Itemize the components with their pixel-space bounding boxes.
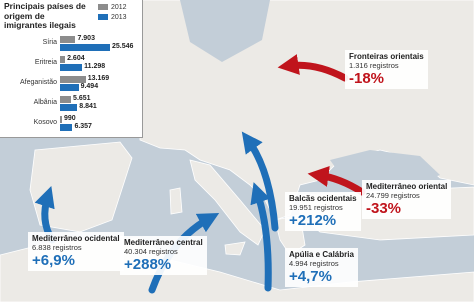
route-change: -33% (366, 200, 402, 217)
route-box: Fronteiras orientais 1.316 registros -18… (345, 50, 428, 89)
chart-title: Principais países de origem de imigrante… (4, 1, 86, 30)
bar (60, 116, 62, 123)
value-label: 990 (63, 115, 76, 122)
value-label: 13.169 (87, 75, 110, 82)
legend-entry: 2013 (98, 14, 127, 21)
legend-label: 2013 (111, 14, 127, 21)
value-label: 6.357 (74, 123, 92, 130)
route-box: Mediterrâneo oriental 24.799 registros -… (362, 180, 452, 219)
bar (60, 84, 79, 91)
value-label: 25.546 (112, 43, 134, 50)
category-label: Síria (42, 39, 57, 46)
bar (60, 124, 73, 131)
route-box: Balcãs ocidentais 19.951 registros +212% (285, 192, 361, 231)
bar (60, 44, 110, 51)
route-change: +288% (124, 256, 172, 273)
route-box: Apúlia e Calábria 4.994 registros +4,7% (285, 248, 358, 287)
route-box: Mediterrâneo ocidental 6.838 registros +… (28, 232, 124, 271)
route-count: 19.951 registros (289, 203, 343, 212)
legend-entry: 2012 (98, 4, 127, 11)
route-count: 1.316 registros (349, 61, 399, 70)
bar (60, 96, 72, 103)
value-label: 11.298 (84, 63, 106, 70)
bar (60, 64, 83, 71)
value-label: 7.903 (77, 35, 95, 42)
route-count: 4.994 registros (289, 259, 339, 268)
bar (60, 36, 76, 43)
route-box: Mediterrâneo central 40.304 registros +2… (120, 236, 207, 275)
category-label: Eritreia (34, 59, 57, 66)
route-name: Mediterrâneo ocidental (32, 234, 120, 243)
value-label: 5.651 (73, 95, 91, 102)
bar (60, 104, 78, 111)
value-label: 8.841 (79, 103, 97, 110)
route-name: Apúlia e Calábria (289, 250, 354, 259)
legend-swatch (98, 14, 108, 21)
route-count: 40.304 registros (124, 247, 178, 256)
route-change: -18% (349, 70, 385, 87)
bar (60, 56, 66, 63)
category-label: Afeganistão (20, 79, 57, 86)
route-change: +6,9% (32, 252, 75, 269)
category-label: Albânia (33, 99, 57, 106)
route-name: Balcãs ocidentais (289, 194, 357, 203)
route-name: Mediterrâneo oriental (366, 182, 448, 191)
value-label: 2.604 (67, 55, 85, 62)
category-label: Kosovo (33, 119, 57, 126)
value-label: 9.494 (80, 83, 99, 90)
route-change: +4,7% (289, 268, 332, 285)
route-name: Mediterrâneo central (124, 238, 203, 247)
route-change: +212% (289, 212, 337, 229)
legend-label: 2012 (111, 4, 127, 11)
route-name: Fronteiras orientais (349, 52, 424, 61)
route-count: 6.838 registros (32, 243, 82, 252)
legend-swatch (98, 4, 108, 11)
route-count: 24.799 registros (366, 191, 420, 200)
inset-chart: Principais países de origem de imigrante… (0, 0, 143, 138)
bar (60, 76, 86, 83)
